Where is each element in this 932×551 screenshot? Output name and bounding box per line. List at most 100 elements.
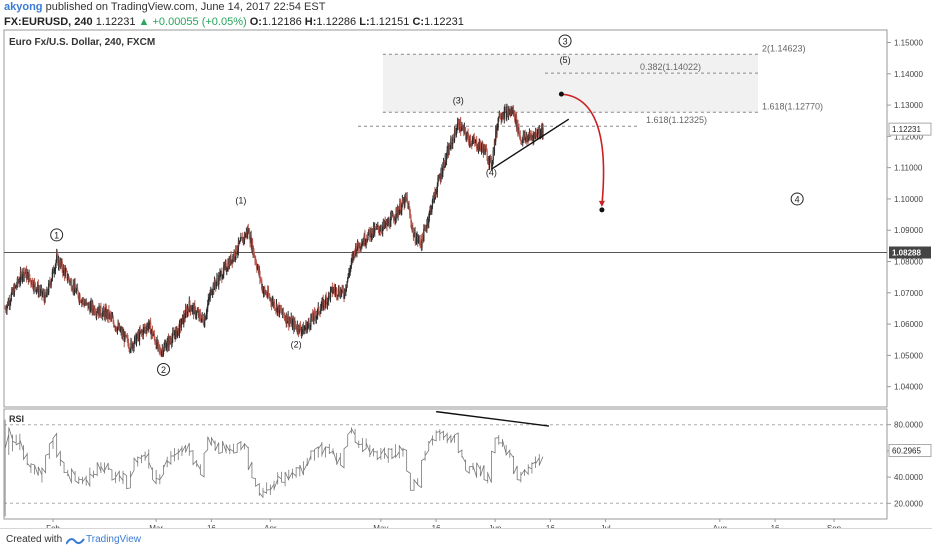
candle-body [14, 285, 17, 288]
candle-body [211, 293, 213, 295]
candle-body [269, 296, 271, 299]
candle-body [251, 240, 254, 254]
candle-body [119, 330, 122, 332]
candle-body [171, 337, 173, 344]
candle-body [461, 127, 464, 129]
candle-body [18, 281, 20, 283]
wave-label: (4) [486, 167, 497, 177]
candle-body [315, 316, 318, 319]
candle-body [345, 288, 347, 293]
candle-body [520, 139, 522, 141]
candle-body [303, 329, 305, 335]
candle-body [4, 308, 6, 310]
candle-body [152, 335, 154, 336]
candle-body [448, 145, 450, 155]
candle-body [56, 254, 58, 255]
candle-body [408, 205, 410, 209]
candle-body [483, 145, 485, 154]
candle-body [258, 271, 260, 274]
candle-body [13, 285, 15, 296]
candle-body [392, 213, 394, 218]
candle-body [145, 327, 147, 331]
candle-body [269, 298, 271, 300]
candle-body [332, 288, 335, 291]
author-link[interactable]: akyong [4, 1, 43, 13]
candle-body [218, 275, 220, 285]
tradingview-brand[interactable]: TradingView [86, 534, 142, 545]
candle-body [404, 196, 406, 207]
candle-body [467, 132, 469, 137]
candle-body [288, 316, 290, 326]
candle-body [124, 332, 126, 342]
candle-body [282, 308, 284, 314]
candle-body [149, 320, 151, 323]
wave-label: (2) [291, 340, 302, 350]
candle-body [247, 229, 249, 232]
candle-body [148, 324, 150, 329]
candle-body [323, 300, 325, 305]
candle-body [78, 296, 80, 300]
candle-body [182, 315, 184, 324]
candle-body [534, 133, 537, 135]
candle-body [379, 230, 381, 233]
candle-body [503, 115, 505, 119]
candle-body [531, 136, 534, 138]
candle-body [523, 135, 525, 139]
candle-body [113, 326, 115, 328]
candle-body [334, 290, 336, 292]
candle-body [197, 311, 199, 313]
candle-body [504, 109, 507, 111]
candle-body [109, 313, 111, 316]
candle-body [442, 161, 445, 167]
candle-body [257, 266, 259, 268]
fib-level-label: 1.618(1.12325) [646, 115, 707, 125]
candle-body [433, 192, 435, 203]
candle-body [70, 280, 72, 282]
candle-body [300, 329, 302, 334]
candle-body [37, 284, 39, 294]
candle-body [520, 139, 523, 142]
candle-body [352, 255, 354, 259]
wave-label: 2 [161, 365, 166, 375]
candle-body [166, 340, 168, 347]
candle-body [318, 306, 320, 314]
candle-body [426, 224, 428, 229]
candle-body [455, 132, 457, 135]
candle-body [105, 308, 107, 311]
candle-body [313, 312, 316, 313]
candle-body [440, 169, 442, 180]
candle-body [425, 228, 427, 230]
candle-body [228, 259, 230, 269]
candle-body [384, 220, 386, 226]
candle-body [407, 205, 410, 209]
candle-body [521, 141, 523, 143]
candle-body [291, 321, 294, 327]
candle-body [541, 127, 543, 135]
candle-body [299, 325, 302, 330]
candle-body [46, 289, 48, 297]
candle-body [81, 300, 84, 301]
candle-body [541, 127, 543, 133]
candle-body [72, 284, 74, 291]
candle-body [385, 223, 387, 226]
candle-body [397, 211, 399, 216]
candle-body [271, 301, 273, 305]
candle-body [511, 109, 513, 112]
candle-body [226, 269, 228, 271]
candle-body [158, 344, 160, 349]
wave-label: 3 [563, 36, 568, 46]
candle-body [177, 330, 179, 337]
candle-body [60, 261, 63, 265]
candle-body [142, 331, 144, 336]
candle-body [487, 160, 489, 162]
candle-body [283, 315, 286, 319]
candle-body [420, 244, 422, 248]
candle-body [127, 342, 130, 348]
candle-body [499, 112, 501, 119]
candle-body [8, 300, 10, 306]
price-chart[interactable]: 2(1.14623) 0.382(1.14022) 1.618(1.12770) 1.… [0, 28, 932, 528]
candle-body [445, 154, 447, 161]
candle-body [337, 295, 339, 296]
candle-body [302, 325, 305, 335]
x-tick-label: Mar [149, 524, 163, 528]
